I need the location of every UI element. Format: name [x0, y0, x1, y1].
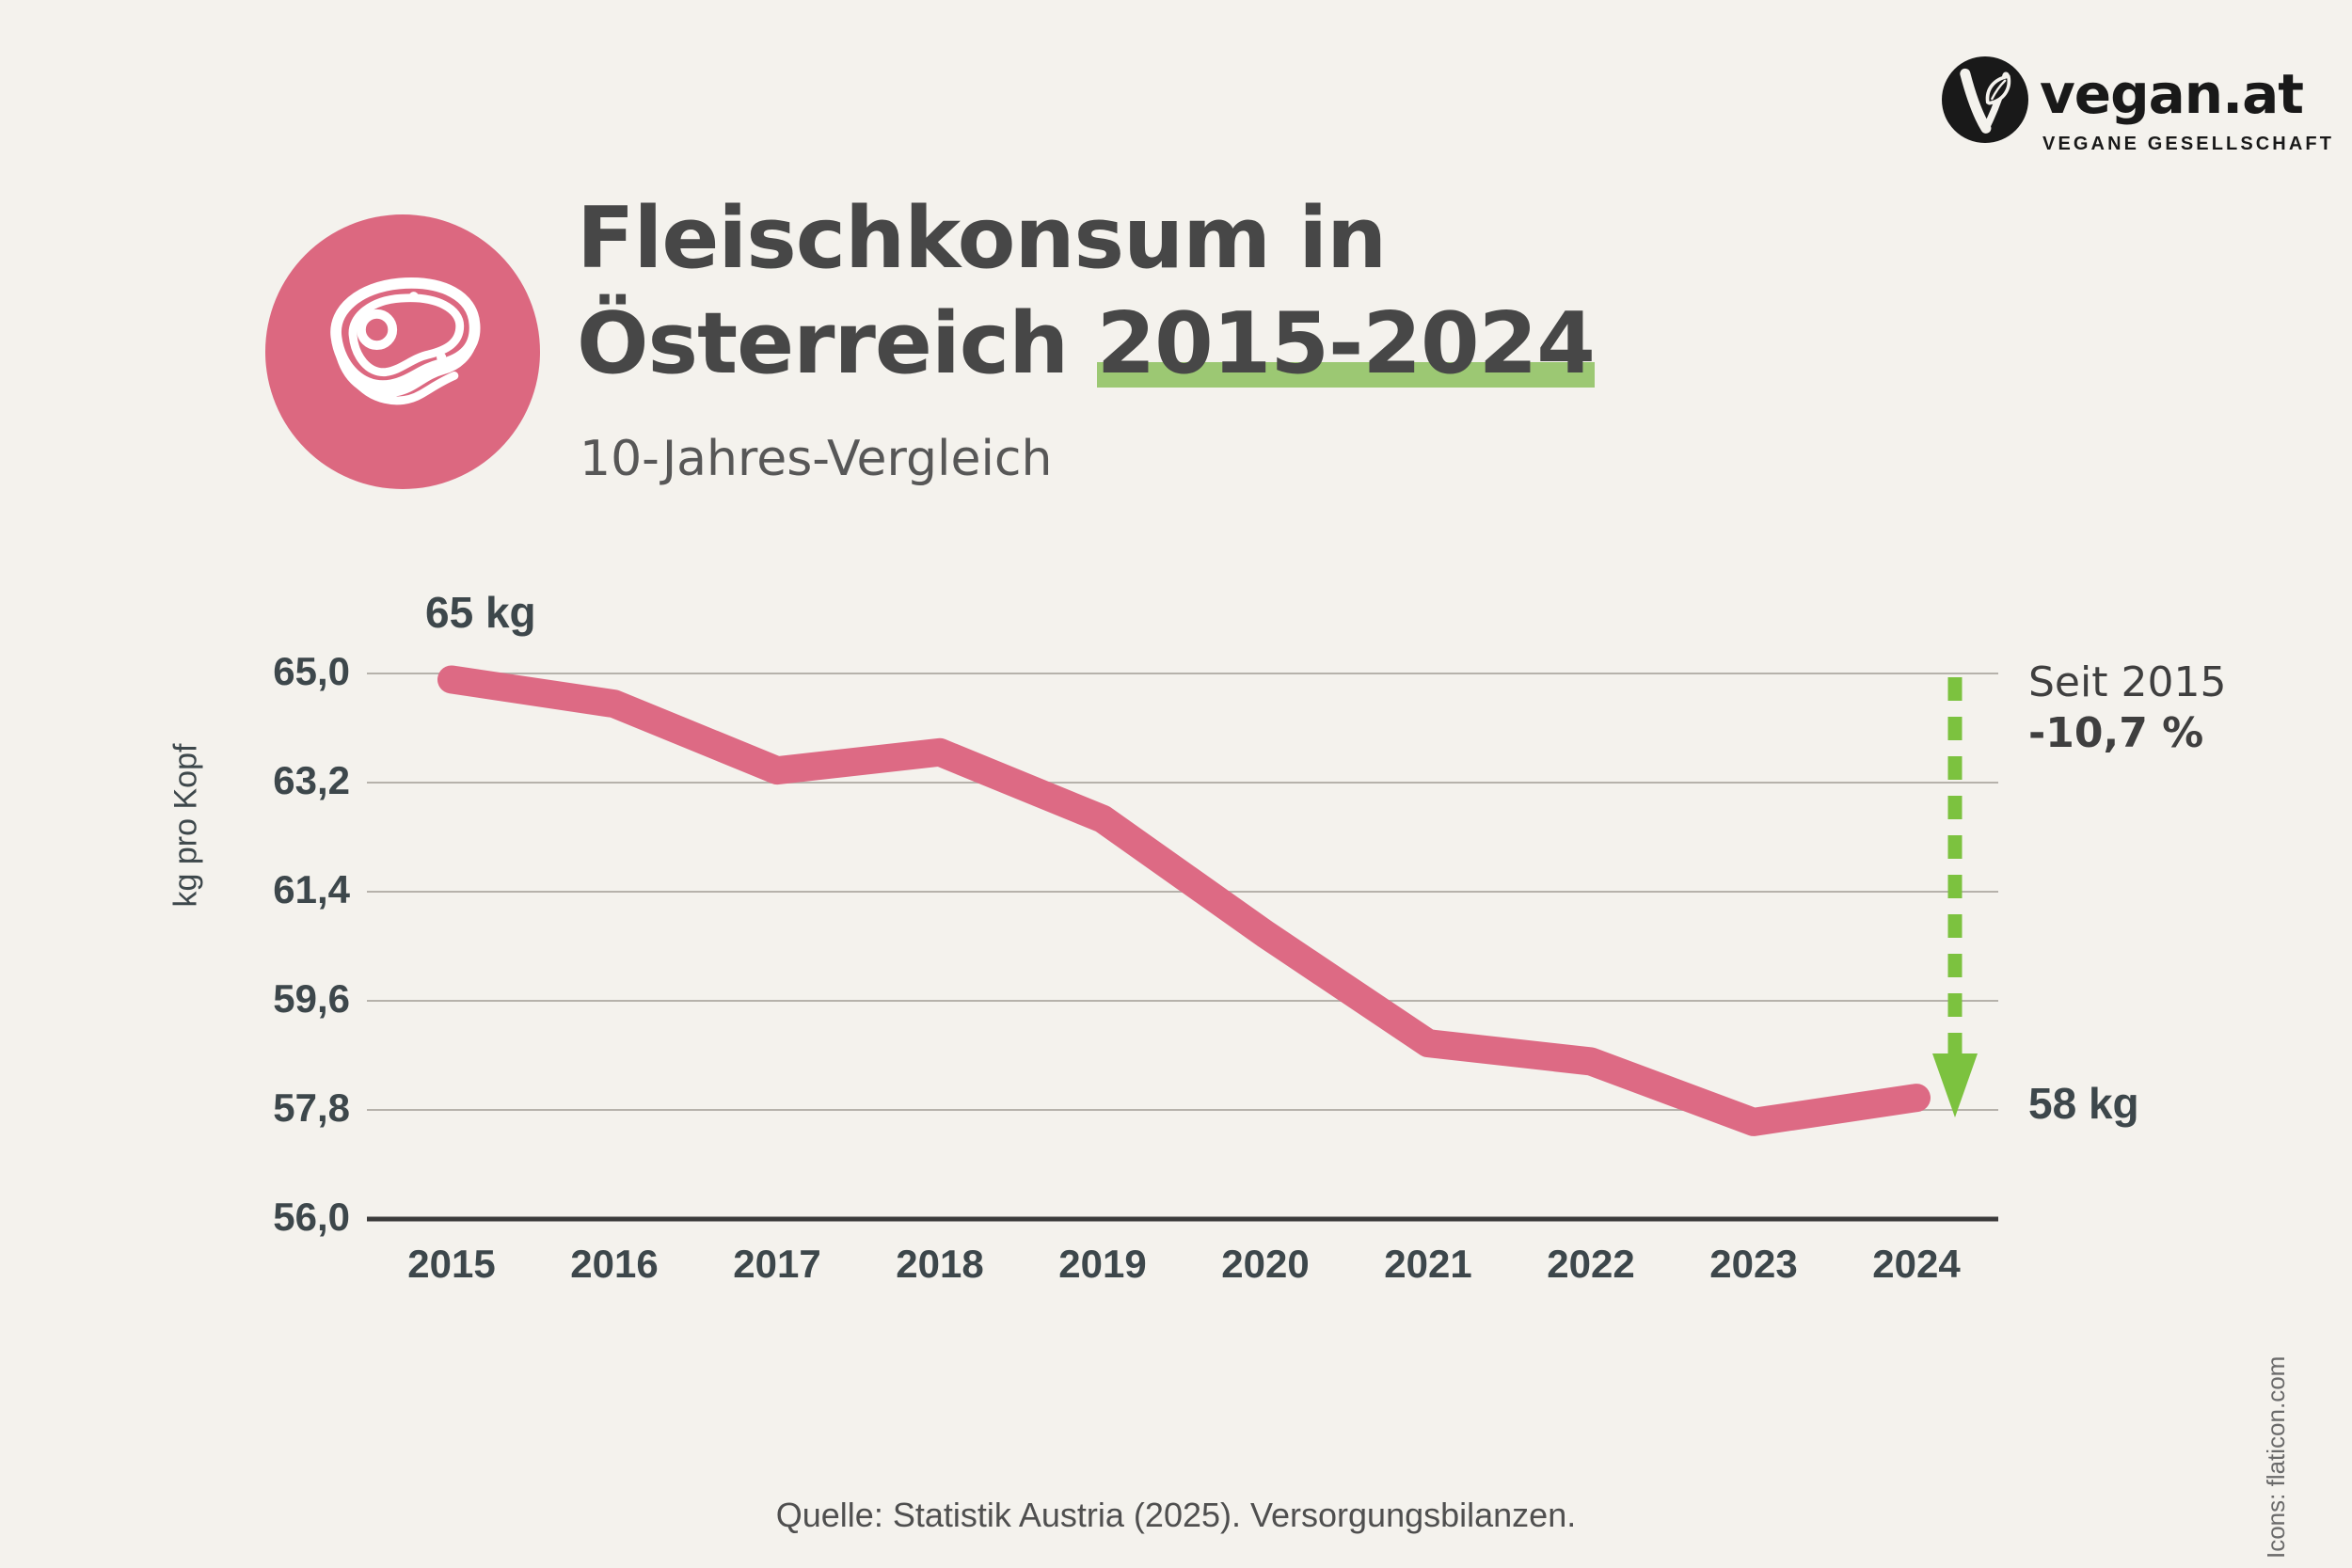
- x-axis-label: 2018: [896, 1242, 983, 1286]
- decline-arrow-head: [1932, 1053, 1978, 1117]
- vegan-at-logo: vegan.at VEGANE GESELLSCHAFT: [1942, 55, 2331, 158]
- title-line2-prefix: Österreich: [577, 294, 1097, 393]
- logo-tagline: VEGANE GESELLSCHAFT: [2042, 134, 2335, 154]
- source-note: Quelle: Statistik Austria (2025). Versor…: [775, 1496, 1577, 1534]
- end-value-label: 58 kg: [2028, 1079, 2139, 1128]
- y-axis-title: kg pro Kopf: [167, 743, 204, 908]
- y-tick-label: 59,6: [273, 976, 350, 1021]
- x-axis-label: 2015: [407, 1242, 495, 1286]
- consumption-line: [437, 665, 1931, 1136]
- y-tick-label: 56,0: [273, 1195, 350, 1239]
- x-axis-label: 2021: [1384, 1242, 1471, 1286]
- subtitle: 10-Jahres-Vergleich: [580, 431, 1053, 487]
- y-tick-label: 65,0: [273, 649, 350, 693]
- change-annotation-line1: Seit 2015: [2028, 658, 2227, 706]
- change-annotation-line2: -10,7 %: [2028, 709, 2204, 757]
- y-tick-label: 57,8: [273, 1085, 350, 1130]
- x-axis-label: 2024: [1872, 1242, 1961, 1286]
- x-axis-label: 2019: [1058, 1242, 1146, 1286]
- page-title: Fleischkonsum in Österreich 2015-2024: [577, 186, 1596, 397]
- y-tick-label: 63,2: [273, 758, 350, 802]
- steak-icon: [330, 277, 481, 405]
- x-axis-label: 2017: [733, 1242, 820, 1286]
- start-value-label: 65 kg: [425, 588, 536, 637]
- meat-icon-badge: [265, 214, 540, 489]
- title-line1: Fleischkonsum in: [577, 189, 1387, 288]
- x-axis-label: 2022: [1547, 1242, 1634, 1286]
- title-highlight-range: 2015-2024: [1096, 294, 1596, 393]
- vegan-logo-icon: [1942, 56, 2028, 143]
- x-axis-label: 2023: [1709, 1242, 1797, 1286]
- logo-wordmark: vegan.at: [2040, 62, 2304, 126]
- x-axis-label: 2016: [570, 1242, 658, 1286]
- y-tick-label: 61,4: [273, 867, 350, 911]
- x-axis-label: 2020: [1221, 1242, 1309, 1286]
- icons-credit: Icons: flaticon.com: [2262, 1355, 2290, 1559]
